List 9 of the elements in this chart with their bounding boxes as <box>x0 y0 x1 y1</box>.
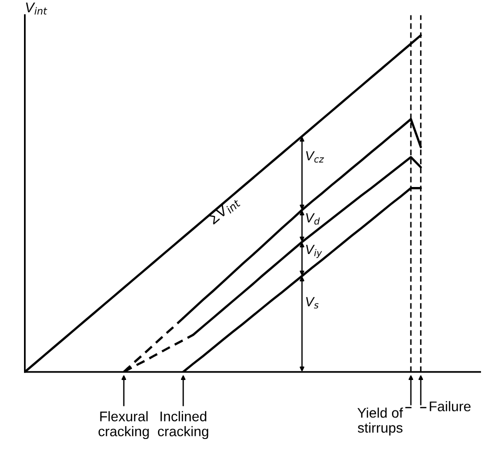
y-axis-title: V$_{int}$ <box>26 2 48 14</box>
annotation: V$_{cz}$ <box>306 151 324 163</box>
annotation: V$_{iy}$ <box>306 244 322 258</box>
annotation: V$_{s}$ <box>306 297 319 309</box>
text: Inclined cracking <box>158 411 208 440</box>
text: Failure <box>430 401 471 412</box>
annotation: V$_{d}$ <box>306 213 320 225</box>
text: Yield of stirrups <box>357 408 403 436</box>
text: Flexural cracking <box>98 411 149 440</box>
